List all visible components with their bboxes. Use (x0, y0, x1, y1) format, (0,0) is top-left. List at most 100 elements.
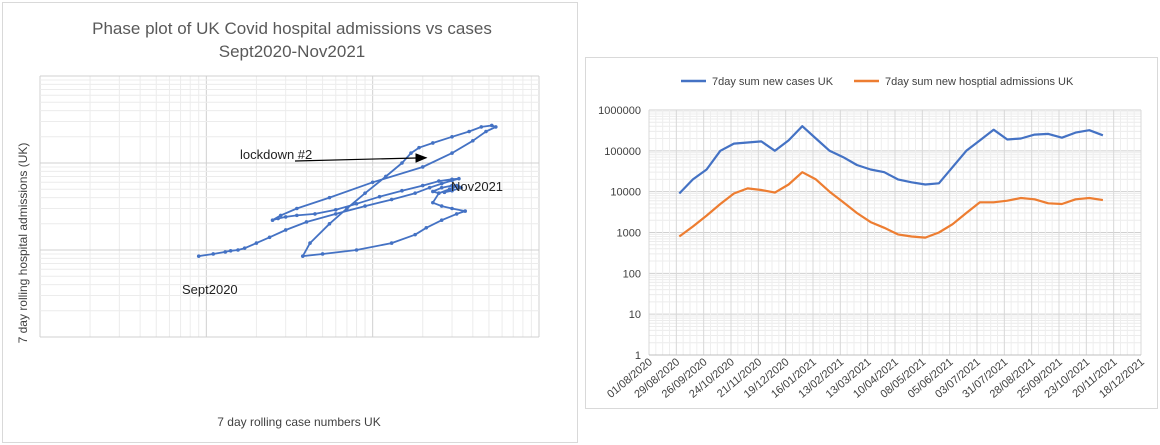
phase-plot-point (420, 165, 425, 169)
phase-plot-point (450, 183, 454, 188)
phase-plot-x-axis-label: 7 day rolling case numbers UK (217, 415, 380, 429)
phase-plot-point (439, 218, 444, 223)
phase-plot-point (236, 248, 240, 252)
phase-plot-point (494, 125, 498, 129)
legend-label-admissions: 7day sum new hosptial admissions UK (885, 76, 1074, 88)
phase-plot-point (400, 161, 404, 165)
phase-plot-point (223, 250, 228, 254)
ts-y-tick-label: 100000 (604, 146, 641, 158)
phase-plot-point (427, 185, 432, 190)
phase-plot-point (463, 209, 467, 213)
phase-plot-chart: Phase plot of UK Covid hospital admissio… (16, 19, 540, 429)
phase-plot-point (370, 180, 375, 185)
phase-plot-series (196, 123, 498, 258)
phase-plot-title-line1: Phase plot of UK Covid hospital admissio… (92, 19, 492, 38)
phase-plot-point (384, 174, 388, 179)
phase-plot-point (439, 185, 444, 190)
phase-plot-point (333, 207, 338, 212)
phase-plot-point (276, 216, 280, 221)
phase-plot-panel: Phase plot of UK Covid hospital admissio… (2, 2, 578, 443)
phase-plot-y-axis-label: 7 day rolling hospital admissions (UK) (16, 143, 30, 344)
phase-plot-point (228, 248, 233, 253)
phase-plot-point (457, 176, 461, 181)
phase-plot-point (345, 206, 349, 211)
phase-plot-point (377, 194, 382, 199)
phase-plot-point (327, 222, 332, 226)
phase-plot-point (211, 252, 216, 256)
phase-plot-point (242, 246, 247, 250)
time-series-grid (648, 109, 1142, 356)
phase-plot-point (278, 213, 283, 218)
phase-plot-point (450, 151, 454, 155)
phase-plot-point (437, 191, 441, 195)
time-series-panel: 7day sum new cases UK 7day sum new hospt… (585, 57, 1158, 409)
legend-label-cases: 7day sum new cases UK (712, 76, 834, 88)
time-series-x-tick-labels: 01/08/202029/08/202026/09/202024/10/2020… (605, 356, 1147, 401)
annotation-arrow (294, 153, 428, 163)
phase-plot-point (424, 225, 429, 230)
ts-y-tick-label: 1000 (617, 228, 641, 240)
time-series-y-tick-labels: 1 10 100 1000 10000 100000 1000000 (598, 105, 641, 362)
phase-plot-point (437, 179, 441, 183)
phase-plot-point (363, 191, 367, 195)
phase-plot-point (254, 241, 259, 245)
phase-plot-point (389, 241, 394, 245)
phase-plot-point (431, 189, 435, 194)
phase-plot-grid (39, 75, 540, 338)
phase-plot-point (196, 254, 201, 258)
phase-plot-point (417, 145, 421, 150)
phase-plot-point (327, 195, 332, 200)
phase-plot-point (479, 125, 484, 129)
phase-plot-point (283, 215, 288, 219)
time-series-lines (678, 125, 1104, 239)
phase-plot-point (431, 200, 435, 205)
phase-plot-point (308, 241, 312, 245)
phase-plot-point (450, 188, 454, 193)
phase-plot-point (267, 235, 272, 240)
time-series-legend: 7day sum new cases UK 7day sum new hospt… (681, 76, 1074, 88)
cases-line (678, 125, 1104, 195)
phase-plot-point (333, 212, 338, 216)
phase-plot-point (442, 190, 447, 195)
phase-plot-point (295, 213, 299, 218)
phase-plot-point (459, 185, 463, 190)
phase-plot-point (400, 188, 404, 193)
ts-y-tick-label: 10000 (610, 187, 641, 199)
phase-plot-point (295, 206, 299, 211)
phase-plot-point (454, 212, 459, 216)
phase-plot-point (409, 151, 413, 155)
annotation-nov2021: Nov2021 (451, 179, 503, 194)
phase-plot-point (420, 183, 425, 188)
phase-plot-point (270, 218, 275, 223)
ts-y-tick-label: 100 (623, 268, 641, 280)
phase-plot-line (198, 124, 497, 258)
phase-plot-point (431, 141, 435, 145)
phase-plot-point (471, 138, 475, 143)
phase-plot-point (484, 129, 488, 134)
phase-plot-point (389, 197, 394, 202)
phase-plot-point (450, 177, 454, 182)
phase-plot-point (439, 181, 444, 186)
phase-plot-point (489, 123, 494, 128)
phase-plot-point (354, 201, 359, 206)
phase-plot-point (439, 204, 444, 208)
annotation-sept2020: Sept2020 (182, 282, 238, 297)
admissions-line (678, 171, 1104, 239)
annotation-lockdown-2: lockdown #2 (240, 147, 312, 162)
phase-plot-point (450, 135, 454, 139)
ts-y-tick-label: 1 (635, 350, 641, 362)
phase-plot-point (304, 220, 309, 224)
phase-plot-point (413, 191, 417, 195)
phase-plot-annotations: lockdown #2 Nov2021 Sept2020 (182, 147, 503, 297)
phase-plot-point (313, 212, 317, 216)
ts-y-tick-label: 10 (629, 309, 641, 321)
phase-plot-point (300, 254, 305, 258)
phase-plot-title-line2: Sept2020-Nov2021 (219, 42, 366, 61)
phase-plot-point (467, 129, 471, 134)
time-series-chart: 7day sum new cases UK 7day sum new hospt… (598, 76, 1147, 401)
phase-plot-point (413, 232, 417, 237)
phase-plot-point (450, 206, 454, 211)
phase-plot-point (363, 204, 367, 208)
phase-plot-point (320, 252, 325, 256)
phase-plot-point (354, 248, 359, 252)
